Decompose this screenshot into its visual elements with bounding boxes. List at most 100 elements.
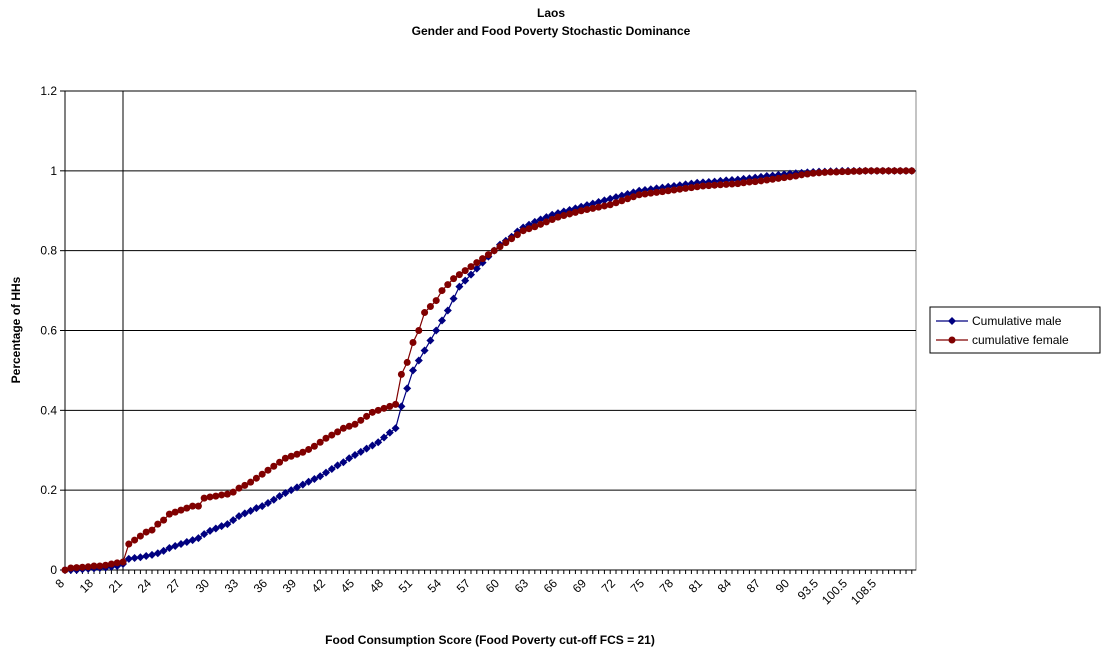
marker [496, 243, 504, 251]
marker [409, 366, 417, 375]
marker [218, 491, 226, 499]
marker [844, 168, 852, 176]
marker [508, 235, 516, 243]
marker [420, 346, 429, 355]
x-tick-label: 36 [251, 576, 271, 596]
x-tick-label: 33 [222, 576, 242, 596]
x-tick-label: 81 [686, 576, 706, 596]
marker [240, 509, 249, 518]
marker [287, 486, 296, 495]
marker [763, 176, 771, 184]
marker [107, 560, 115, 568]
marker [78, 563, 86, 571]
x-tick-label: 108.5 [848, 576, 879, 607]
marker [740, 179, 748, 187]
marker [322, 434, 330, 442]
marker [345, 454, 354, 463]
marker [850, 167, 858, 175]
y-axis-title: Percentage of HHs [9, 276, 23, 383]
x-tick-label: 60 [483, 576, 503, 596]
marker [711, 181, 719, 189]
marker [386, 402, 394, 410]
marker [368, 441, 377, 450]
x-tick-label: 66 [541, 576, 561, 596]
marker [148, 550, 156, 559]
marker [716, 181, 724, 189]
marker [583, 206, 591, 214]
marker [432, 326, 441, 335]
marker [310, 474, 319, 483]
x-tick-label: 42 [309, 576, 329, 596]
marker [484, 251, 492, 259]
marker [421, 309, 429, 317]
marker [902, 167, 910, 175]
marker [815, 169, 823, 177]
marker [165, 510, 173, 518]
x-tick-label: 63 [512, 576, 532, 596]
x-axis-title: Food Consumption Score (Food Poverty cut… [325, 633, 655, 647]
marker [374, 438, 383, 447]
x-tick-label: 93.5 [795, 576, 822, 603]
marker [142, 552, 151, 561]
x-tick-label: 39 [280, 576, 300, 596]
marker [269, 495, 278, 504]
marker [96, 562, 104, 570]
marker [194, 534, 203, 543]
marker [211, 524, 220, 533]
legend-marker [948, 336, 956, 344]
x-tick-label: 69 [570, 576, 590, 596]
marker [235, 512, 243, 521]
marker [531, 223, 539, 231]
marker [705, 182, 713, 190]
marker [391, 424, 400, 433]
marker [566, 210, 574, 218]
x-tick-label: 75 [628, 576, 648, 596]
marker [595, 203, 603, 211]
marker [426, 336, 435, 345]
marker [223, 490, 231, 498]
x-tick-label: 18 [77, 576, 97, 596]
x-tick-label: 8 [52, 576, 67, 591]
marker [258, 502, 267, 511]
marker [693, 183, 701, 191]
marker [896, 167, 904, 175]
marker [392, 400, 400, 408]
x-tick-label: 54 [425, 576, 445, 596]
marker [385, 428, 394, 437]
marker [861, 167, 869, 175]
marker [125, 540, 133, 548]
marker [890, 167, 898, 175]
chart-title: Laos [537, 6, 565, 20]
marker [745, 178, 753, 186]
marker [305, 445, 313, 453]
marker [247, 478, 255, 486]
x-tick-label: 84 [715, 576, 735, 596]
marker [362, 444, 371, 453]
marker [299, 448, 307, 456]
marker [130, 554, 139, 563]
marker [90, 562, 98, 570]
marker [148, 526, 156, 534]
marker [200, 530, 209, 539]
marker [73, 564, 81, 572]
marker [728, 180, 736, 188]
marker [246, 506, 255, 515]
marker [409, 338, 417, 346]
marker [339, 458, 348, 467]
marker [241, 481, 249, 489]
marker [838, 168, 846, 176]
marker [554, 213, 562, 221]
marker [334, 428, 342, 436]
marker [200, 494, 208, 502]
marker [183, 504, 191, 512]
marker [472, 264, 481, 273]
marker [212, 492, 220, 500]
marker [171, 508, 179, 516]
marker [617, 191, 626, 200]
marker [479, 255, 487, 263]
marker [345, 422, 353, 430]
x-tick-label: 87 [744, 576, 764, 596]
marker [699, 182, 707, 190]
x-tick-label: 100.5 [819, 576, 850, 607]
marker [798, 171, 806, 179]
